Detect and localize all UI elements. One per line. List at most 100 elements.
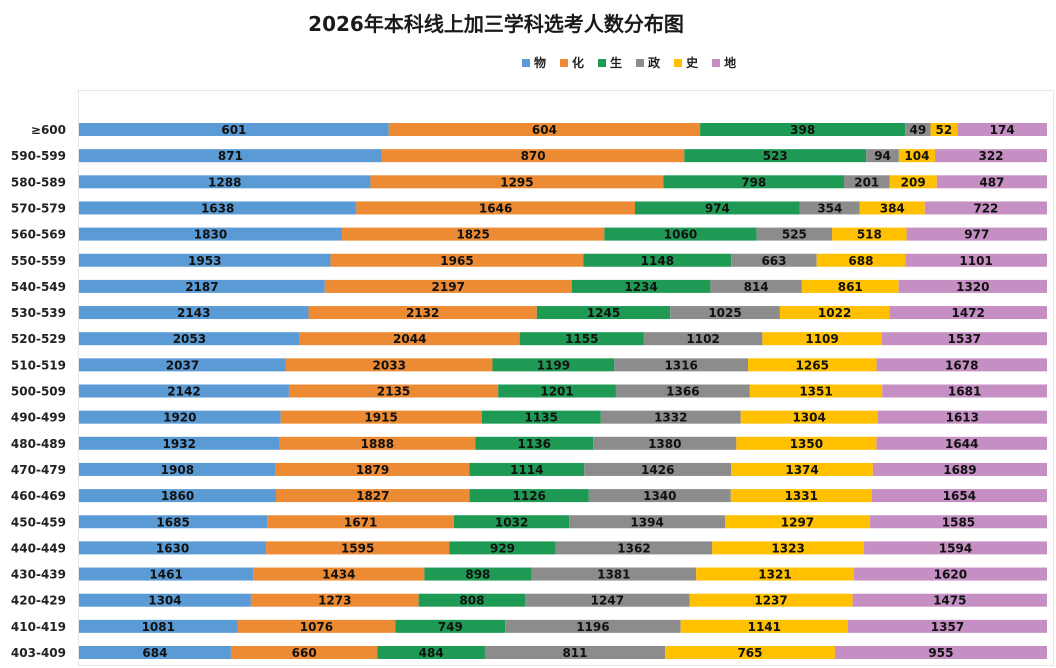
bar-segment-18-1 bbox=[250, 593, 419, 607]
data-label-13-5: 1689 bbox=[943, 463, 976, 477]
bar-segment-13-1 bbox=[275, 462, 470, 476]
bar-segment-10-0 bbox=[79, 384, 289, 398]
data-label-7-4: 1022 bbox=[818, 306, 851, 320]
bar-segment-18-0 bbox=[79, 593, 251, 607]
data-label-5-2: 1148 bbox=[641, 254, 674, 268]
bar-segment-20-4 bbox=[665, 646, 835, 659]
data-label-18-4: 1237 bbox=[754, 594, 787, 608]
bar-segment-7-4 bbox=[779, 306, 890, 320]
legend-label: 史 bbox=[686, 56, 699, 70]
bar-segment-16-3 bbox=[555, 541, 713, 555]
data-label-4-3: 525 bbox=[782, 228, 807, 242]
data-label-15-2: 1032 bbox=[495, 515, 528, 529]
data-label-14-0: 1860 bbox=[161, 489, 194, 503]
data-label-2-5: 487 bbox=[979, 175, 1004, 189]
bar-segment-3-5 bbox=[924, 201, 1047, 215]
bar-segment-6-1 bbox=[324, 279, 572, 293]
data-label-18-5: 1475 bbox=[933, 594, 966, 608]
data-label-19-4: 1141 bbox=[748, 620, 781, 634]
bar-segment-15-4 bbox=[725, 515, 870, 529]
data-label-14-4: 1331 bbox=[785, 489, 818, 503]
bar-segment-17-3 bbox=[531, 567, 697, 581]
legend-label: 生 bbox=[610, 56, 623, 70]
legend-swatch bbox=[674, 58, 683, 67]
bar-segment-13-4 bbox=[731, 462, 873, 476]
bar-segment-14-0 bbox=[79, 489, 277, 503]
category-label-12: 480-489 bbox=[11, 437, 66, 451]
bar-segment-14-1 bbox=[276, 489, 470, 503]
bar-segment-9-3 bbox=[614, 358, 749, 372]
bar-segment-15-3 bbox=[569, 515, 726, 529]
data-label-9-4: 1265 bbox=[796, 358, 829, 372]
data-label-8-4: 1109 bbox=[805, 332, 838, 346]
bar-segment-12-0 bbox=[79, 436, 280, 450]
data-label-11-1: 1915 bbox=[364, 411, 397, 425]
bar-segment-4-5 bbox=[906, 227, 1047, 241]
data-label-19-1: 1076 bbox=[300, 620, 333, 634]
data-label-11-0: 1920 bbox=[163, 411, 196, 425]
bar-segment-9-2 bbox=[492, 358, 615, 372]
data-label-13-1: 1879 bbox=[356, 463, 389, 477]
data-label-9-5: 1678 bbox=[945, 358, 978, 372]
legend-item-3: 政 bbox=[636, 54, 660, 71]
bar-segment-10-5 bbox=[882, 384, 1047, 398]
legend-item-5: 地 bbox=[712, 54, 736, 71]
bar-segment-4-0 bbox=[79, 227, 343, 241]
bar-segment-7-3 bbox=[670, 306, 780, 320]
data-label-12-1: 1888 bbox=[361, 437, 394, 451]
category-label-14: 460-469 bbox=[11, 489, 66, 503]
data-label-0-2: 398 bbox=[790, 123, 815, 137]
bar-segment-7-5 bbox=[889, 306, 1047, 320]
legend-swatch bbox=[712, 58, 721, 67]
plot-area-frame bbox=[78, 90, 1054, 666]
legend-label: 地 bbox=[724, 56, 737, 70]
bar-segment-13-3 bbox=[584, 462, 732, 476]
data-label-12-5: 1644 bbox=[945, 437, 978, 451]
data-label-4-0: 1830 bbox=[194, 228, 227, 242]
data-label-8-5: 1537 bbox=[948, 332, 981, 346]
bar-segment-4-2 bbox=[604, 227, 757, 241]
bar-segment-11-3 bbox=[600, 410, 741, 424]
data-label-1-2: 523 bbox=[763, 149, 788, 163]
bar-segment-5-0 bbox=[79, 253, 331, 267]
data-label-9-1: 2033 bbox=[373, 358, 406, 372]
bar-segment-5-4 bbox=[816, 253, 906, 267]
data-label-10-3: 1366 bbox=[666, 385, 699, 399]
bar-segment-13-5 bbox=[872, 462, 1047, 476]
bar-segment-11-5 bbox=[877, 410, 1047, 424]
bar-segment-1-4 bbox=[898, 149, 936, 163]
legend-item-1: 化 bbox=[560, 54, 584, 71]
data-label-5-1: 1965 bbox=[440, 254, 473, 268]
category-label-9: 510-519 bbox=[11, 358, 66, 372]
data-label-5-5: 1101 bbox=[959, 254, 992, 268]
data-label-4-1: 1825 bbox=[456, 228, 489, 242]
bar-segment-6-5 bbox=[898, 279, 1047, 293]
bar-segment-10-1 bbox=[288, 384, 499, 398]
data-label-19-3: 1196 bbox=[576, 620, 609, 634]
data-label-18-1: 1273 bbox=[318, 594, 351, 608]
bar-segment-16-4 bbox=[712, 541, 865, 555]
data-label-3-0: 1638 bbox=[201, 201, 234, 215]
data-label-12-0: 1932 bbox=[163, 437, 196, 451]
data-label-1-1: 870 bbox=[521, 149, 546, 163]
bar-segment-11-1 bbox=[280, 410, 482, 424]
data-label-10-0: 2142 bbox=[167, 385, 200, 399]
chart-legend: 物化生政史地 bbox=[522, 54, 736, 71]
data-label-0-5: 174 bbox=[990, 123, 1015, 137]
data-label-0-3: 49 bbox=[910, 123, 927, 137]
bar-segment-2-3 bbox=[844, 175, 890, 189]
data-label-3-1: 1646 bbox=[479, 201, 512, 215]
bar-segment-0-2 bbox=[700, 123, 906, 136]
data-label-9-2: 1199 bbox=[537, 358, 570, 372]
bar-segment-18-2 bbox=[418, 593, 526, 607]
legend-item-2: 生 bbox=[598, 54, 622, 71]
data-label-11-3: 1332 bbox=[654, 411, 687, 425]
bar-segment-19-4 bbox=[680, 619, 848, 633]
data-label-18-0: 1304 bbox=[148, 594, 181, 608]
data-label-13-2: 1114 bbox=[510, 463, 543, 477]
data-label-7-2: 1245 bbox=[587, 306, 620, 320]
data-label-5-4: 688 bbox=[848, 254, 873, 268]
data-label-3-2: 974 bbox=[705, 201, 730, 215]
bar-segment-10-3 bbox=[615, 384, 750, 398]
data-label-8-0: 2053 bbox=[173, 332, 206, 346]
